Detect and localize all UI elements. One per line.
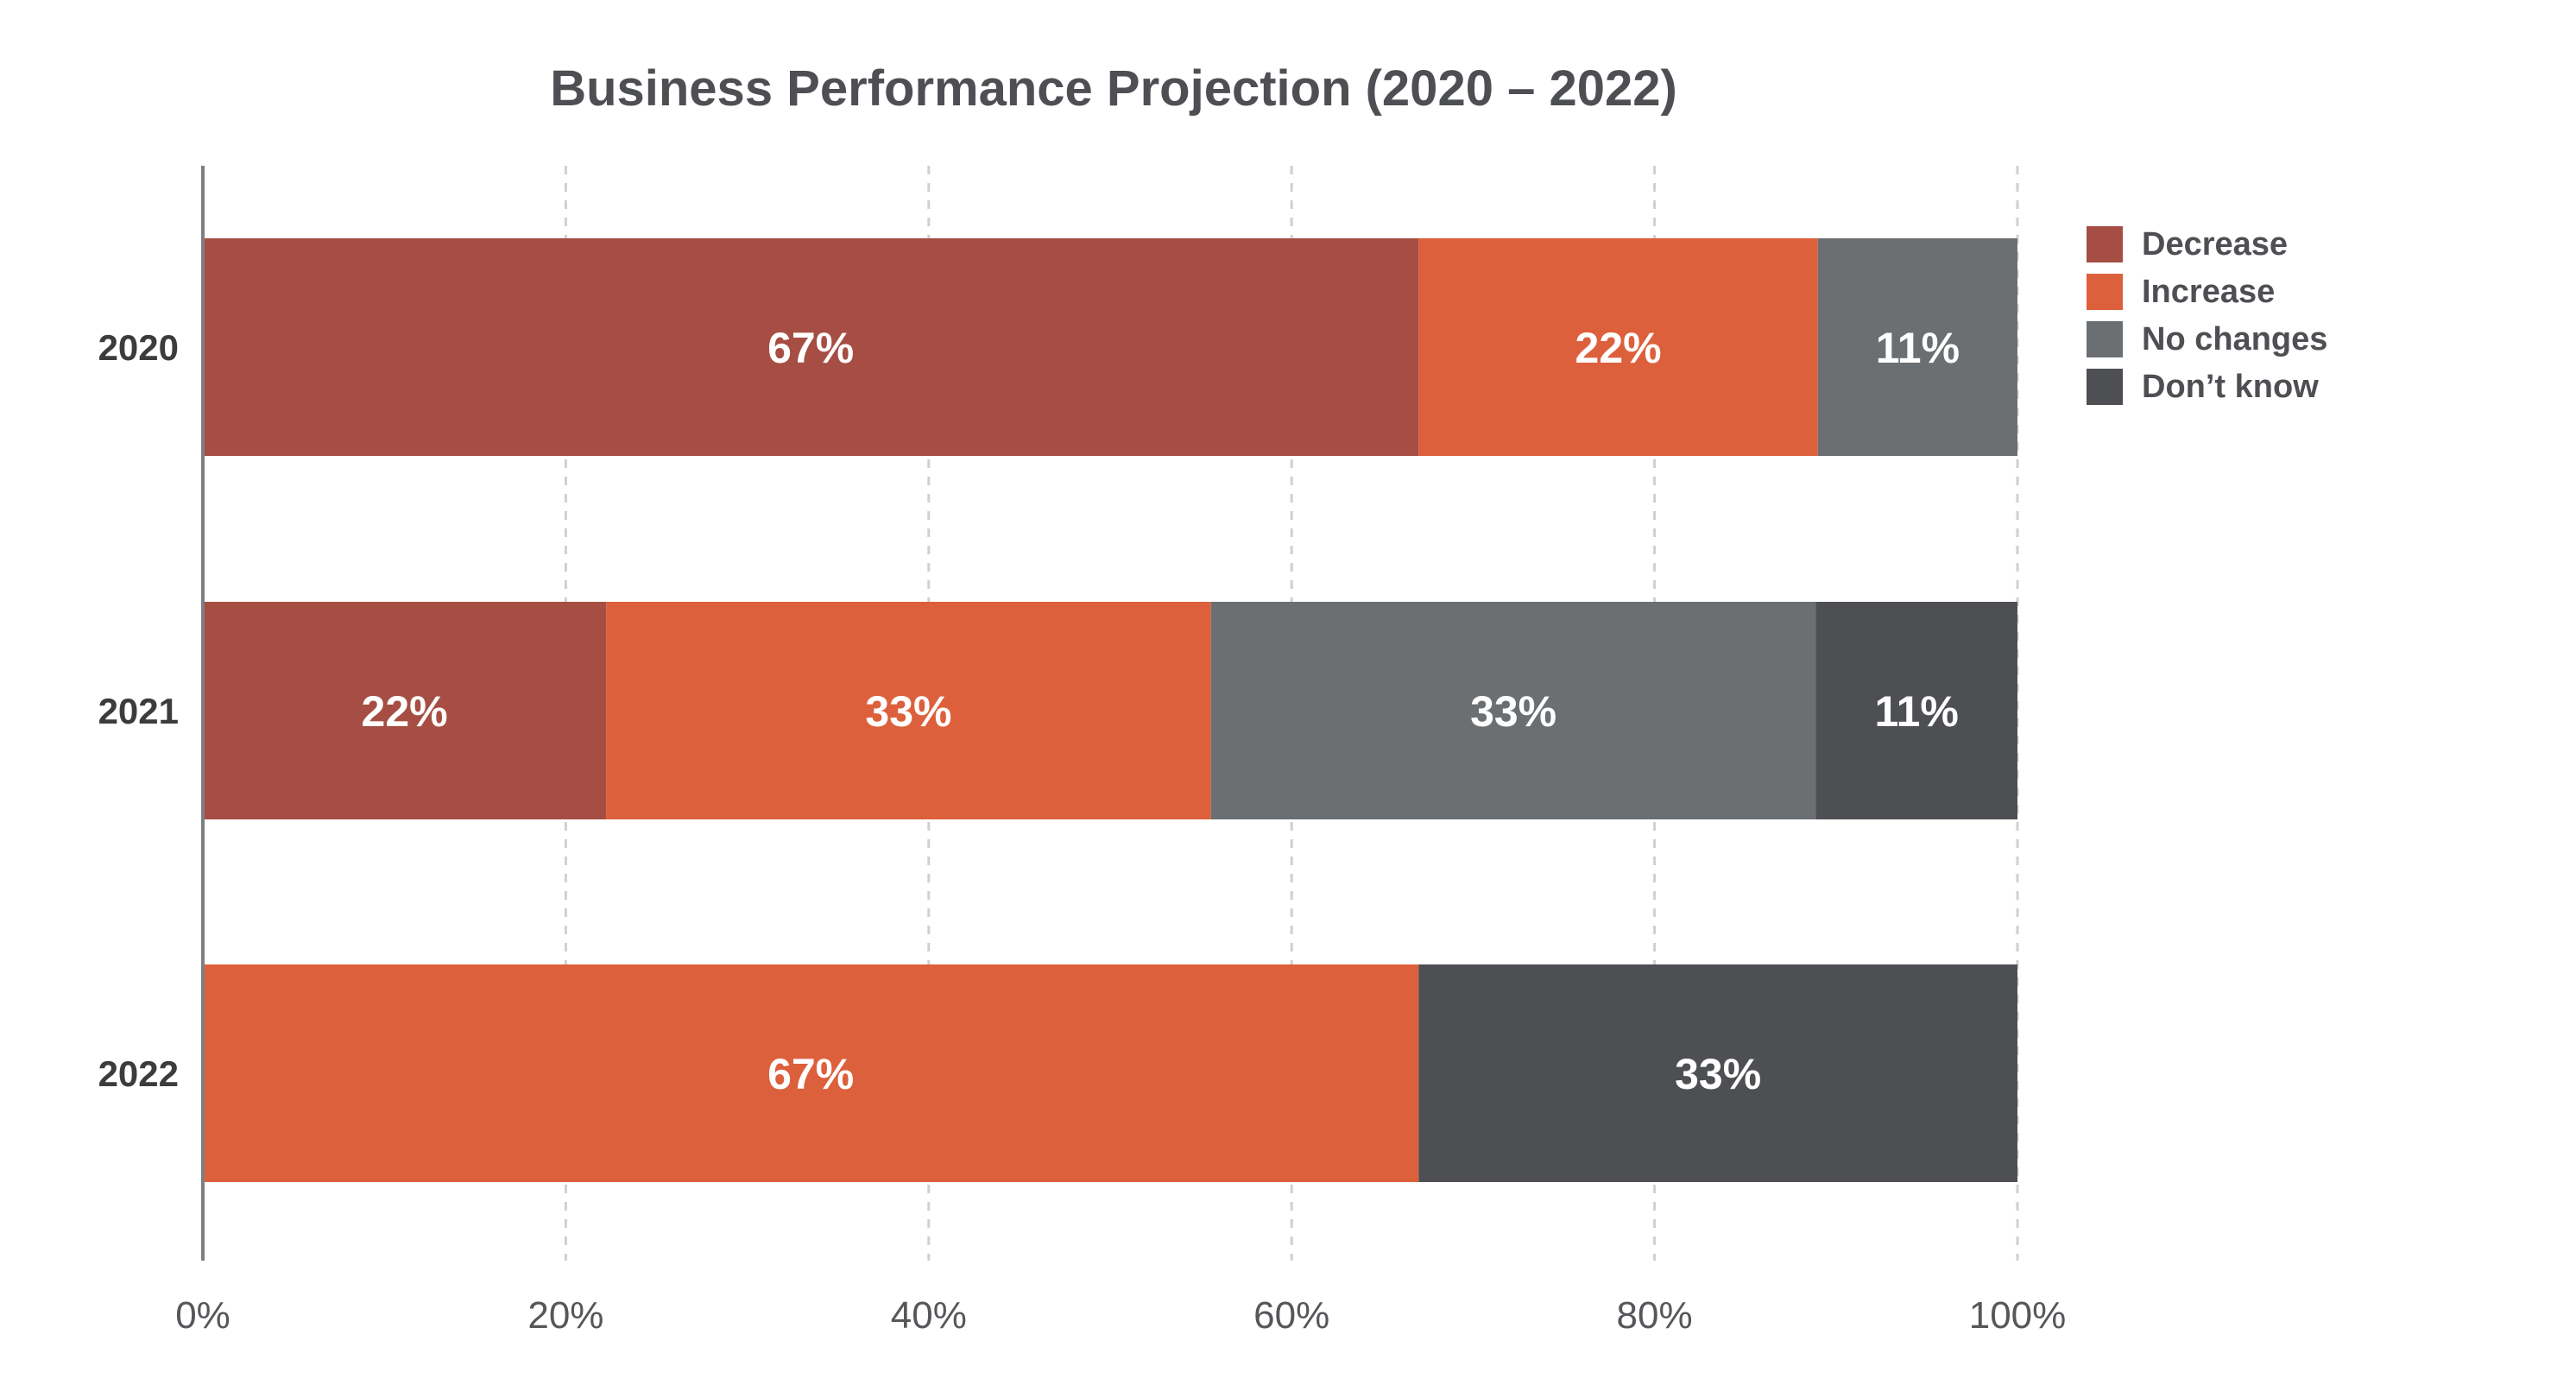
category-labels: 2020 2021 2022: [98, 327, 179, 1094]
legend-label: Decrease: [2142, 226, 2288, 262]
category-label: 2022: [98, 1053, 179, 1094]
bar-segment: [203, 238, 1419, 456]
data-label: 33%: [865, 687, 951, 736]
x-tick-labels: 0% 20% 40% 60% 80% 100%: [175, 1294, 2066, 1337]
x-tick-label: 40%: [891, 1294, 967, 1337]
data-label: 11%: [1875, 687, 1959, 736]
chart-title: Business Performance Projection (2020 – …: [550, 60, 1677, 117]
bar-segment: [1815, 602, 2017, 819]
bar-segment: [1418, 238, 1818, 456]
category-label: 2021: [98, 691, 179, 731]
bar-segment: [203, 964, 1419, 1182]
x-tick-label: 60%: [1253, 1294, 1329, 1337]
data-label: 33%: [1470, 687, 1556, 736]
bar-segment: [1817, 238, 2017, 456]
legend-swatch: [2087, 321, 2123, 357]
bar-group: 67% 22% 11% 22% 33% 33% 11% 67% 33%: [203, 238, 2017, 1182]
legend-swatch: [2087, 274, 2123, 310]
x-tick-label: 20%: [527, 1294, 603, 1337]
x-tick-label: 100%: [1969, 1294, 2067, 1337]
bar-segment: [606, 602, 1211, 819]
bar-segment: [203, 602, 607, 819]
data-label: 11%: [1876, 324, 1960, 372]
data-label: 67%: [767, 1050, 854, 1098]
x-tick-label: 0%: [175, 1294, 230, 1337]
data-label: 33%: [1675, 1050, 1761, 1098]
legend: Decrease Increase No changes Don’t know: [2087, 226, 2327, 405]
category-label: 2020: [98, 327, 179, 368]
legend-swatch: [2087, 369, 2123, 405]
data-label: 22%: [1575, 324, 1662, 372]
legend-label: Increase: [2142, 274, 2275, 310]
legend-swatch: [2087, 226, 2123, 262]
bar-segment: [1210, 602, 1816, 819]
data-label: 22%: [362, 687, 448, 736]
bar-segment: [1418, 964, 2017, 1182]
legend-label: No changes: [2142, 321, 2327, 357]
legend-label: Don’t know: [2142, 369, 2319, 405]
data-label: 67%: [767, 324, 854, 372]
x-tick-label: 80%: [1617, 1294, 1693, 1337]
